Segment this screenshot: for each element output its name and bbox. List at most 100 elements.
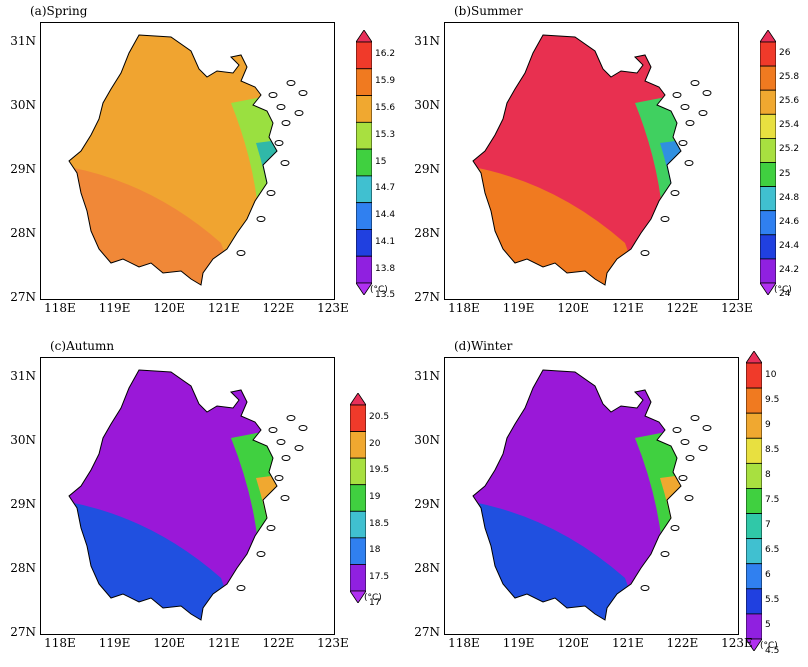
- island: [281, 455, 291, 461]
- colorbar-unit: (°C): [774, 285, 792, 295]
- coastline: [472, 369, 682, 621]
- colorbar-level-label: 19.5: [369, 465, 390, 476]
- temperature-field: [69, 370, 277, 620]
- colorbar-level-label: 19: [369, 492, 381, 502]
- lat-tick-label: 31N: [414, 369, 440, 383]
- island: [670, 190, 680, 196]
- colorbar-level-label: 25.8: [779, 72, 800, 83]
- colorbar-swatch: [356, 202, 372, 230]
- lat-tick-label: 29N: [414, 162, 440, 176]
- island: [670, 525, 680, 531]
- colorbar-swatch: [746, 538, 762, 565]
- colorbar-swatch: [760, 41, 776, 67]
- colorbar-swatch: [746, 563, 762, 590]
- island: [280, 495, 290, 501]
- island: [684, 160, 694, 166]
- map-frame: [40, 22, 335, 300]
- colorbar-level-label: 25.2: [779, 144, 800, 155]
- colorbar-swatch: [760, 258, 776, 284]
- colorbar: 26 25.8 25.6 25.4 25.2 25 24.8 24.6 24.4 24.2 24 (°…: [760, 30, 808, 299]
- temperature-map: [68, 369, 308, 621]
- lon-tick-label: 123E: [317, 301, 349, 315]
- panel-autumn: (c)Autumn 20.5 20 19.5 19 18.5 18 17.5 17 (°C) 3…: [0, 333, 404, 667]
- colorbar-level-label: 18.5: [369, 518, 390, 529]
- island: [266, 190, 276, 196]
- lon-tick-label: 122E: [666, 636, 699, 650]
- panel-winter: (d)Winter 10 9.5 9 8.5 8 7.5 7 6.5 6 5.5 5 4.5 (°C) …: [404, 333, 808, 667]
- island: [698, 445, 708, 451]
- lat-tick-label: 30N: [10, 98, 36, 112]
- colorbar-swatch: [746, 387, 762, 414]
- colorbar-swatch: [356, 148, 372, 177]
- colorbar-level-label: 18: [369, 545, 381, 556]
- lat-tick-label: 27N: [414, 625, 440, 639]
- colorbar-swatch: [350, 537, 366, 565]
- island: [702, 90, 712, 96]
- lon-tick-label: 123E: [721, 301, 753, 315]
- lon-tick-label: 118E: [44, 301, 76, 315]
- lat-tick-label: 31N: [10, 34, 36, 48]
- colorbar-unit: (°C): [760, 641, 778, 651]
- colorbar-swatch: [746, 362, 762, 389]
- lon-tick-label: 118E: [448, 301, 480, 315]
- lon-tick-label: 119E: [502, 636, 535, 650]
- lon-tick-label: 122E: [666, 301, 699, 315]
- panel-title: (c)Autumn: [50, 339, 115, 353]
- colorbar-min-arrow: [350, 590, 366, 603]
- island: [294, 445, 304, 451]
- map-frame: [444, 357, 739, 635]
- colorbar-min-arrow: [760, 282, 776, 295]
- lat-tick-label: 28N: [10, 561, 36, 575]
- colorbar-swatch: [746, 412, 762, 439]
- lon-tick-label: 119E: [502, 301, 535, 315]
- colorbar-level-label: 25: [779, 168, 791, 179]
- lat-tick-label: 28N: [10, 226, 36, 240]
- lon-tick-label: 122E: [262, 301, 295, 315]
- island: [672, 92, 682, 98]
- island: [660, 216, 670, 222]
- map-frame: [40, 357, 335, 635]
- colorbar-level-label: 17.5: [369, 571, 390, 582]
- colorbar-level-label: 6.5: [765, 545, 780, 556]
- colorbar-swatch: [760, 234, 776, 260]
- lat-tick-label: 28N: [414, 561, 440, 575]
- lon-tick-label: 120E: [153, 636, 186, 650]
- island: [698, 110, 708, 116]
- lon-tick-label: 121E: [611, 636, 644, 650]
- temperature-map: [472, 369, 712, 621]
- colorbar-level-label: 14.1: [375, 236, 396, 247]
- lat-tick-label: 29N: [10, 497, 36, 511]
- island: [276, 439, 286, 445]
- colorbar-max-arrow: [350, 393, 366, 406]
- temperature-band: [231, 418, 277, 620]
- coastline: [472, 34, 682, 286]
- colorbar-swatch: [746, 513, 762, 540]
- colorbar-level-label: 15.3: [375, 129, 396, 140]
- island: [702, 425, 712, 431]
- lon-tick-label: 120E: [557, 301, 590, 315]
- island: [672, 427, 682, 433]
- lon-tick-label: 123E: [317, 636, 349, 650]
- colorbar-level-label: 16.2: [375, 49, 396, 60]
- panel-title: (a)Spring: [30, 4, 88, 18]
- lon-tick-label: 122E: [262, 636, 295, 650]
- colorbar-swatch: [350, 457, 366, 486]
- colorbar-swatch: [350, 484, 366, 512]
- temperature-band: [660, 133, 681, 285]
- island: [268, 427, 278, 433]
- colorbar-level-label: 20: [369, 438, 381, 449]
- island: [280, 160, 290, 166]
- colorbar: 16.2 15.9 15.6 15.3 15 14.7 14.4 14.1 13.8 13.5 (°…: [356, 30, 404, 300]
- island: [274, 475, 284, 481]
- island: [298, 90, 308, 96]
- colorbar-level-label: 17: [369, 598, 381, 609]
- colorbar-level-label: 15.9: [375, 76, 396, 87]
- colorbar-swatch: [356, 41, 372, 70]
- lat-tick-label: 28N: [414, 226, 440, 240]
- panel-summer: (b)Summer 26 25.8 25.6 25.4 25.2 25 24.8 24.6 24…: [404, 0, 808, 333]
- temperature-field: [473, 35, 681, 285]
- colorbar: 20.5 20 19.5 19 18.5 18 17.5 17 (°C): [350, 393, 398, 608]
- lat-tick-label: 30N: [414, 433, 440, 447]
- colorbar-swatch: [746, 588, 762, 615]
- colorbar-swatch: [350, 404, 366, 432]
